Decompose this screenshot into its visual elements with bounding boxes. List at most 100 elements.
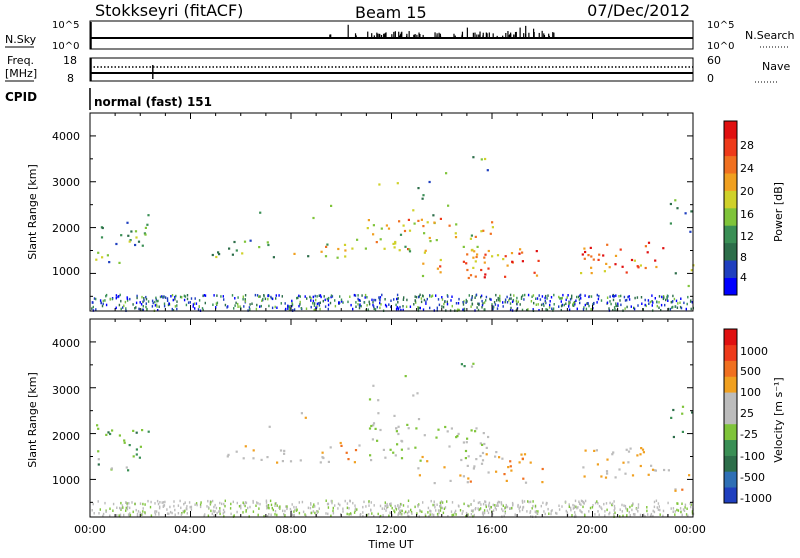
power-noise-738 — [328, 296, 330, 300]
power-cell-2 — [120, 234, 123, 237]
xtick-0400: 04:00 — [174, 523, 206, 536]
vel-cell-81 — [407, 427, 410, 430]
power-cell-99 — [454, 232, 457, 235]
vel-noise-503 — [139, 502, 142, 505]
vel-noise-544 — [674, 510, 676, 513]
power-noise-879 — [379, 306, 381, 310]
vel-noise-461 — [168, 512, 170, 516]
power-cbar-tick-20: 20 — [740, 185, 754, 198]
power-cell-77 — [394, 240, 397, 244]
power-noise-870 — [192, 303, 195, 306]
power-cell-166 — [480, 158, 483, 161]
vel-noise-679 — [628, 511, 630, 514]
power-noise-788 — [509, 302, 512, 305]
vel-noise-721 — [600, 506, 602, 509]
power-noise-560 — [291, 299, 293, 303]
power-noise-636 — [135, 306, 137, 309]
power-noise-416 — [215, 302, 218, 305]
vel-cell-17 — [97, 450, 100, 453]
power-cell-102 — [424, 249, 427, 252]
power-noise-396 — [423, 298, 426, 302]
power-noise-439 — [686, 302, 688, 306]
vel-noise-388 — [331, 501, 333, 505]
power-noise-558 — [192, 305, 194, 308]
vel-noise-742 — [159, 505, 161, 509]
power-noise-770 — [608, 307, 610, 310]
power-cell-157 — [535, 274, 539, 277]
power-noise-469 — [326, 297, 328, 301]
vel-noise-403 — [441, 501, 444, 504]
power-noise-615 — [216, 301, 219, 305]
vel-noise-395 — [424, 513, 427, 516]
vel-cell-67 — [374, 427, 377, 430]
power-noise-250 — [651, 304, 653, 307]
vel-noise-525 — [655, 499, 658, 502]
vel-cell-181 — [639, 464, 642, 468]
vel-cell-50 — [353, 461, 356, 464]
vel-noise-224 — [373, 514, 375, 518]
power-cell-31 — [217, 251, 220, 254]
vel-cell-34 — [242, 457, 245, 460]
power-cell-182 — [592, 258, 595, 261]
vel-cbar-swatch-9 — [724, 344, 737, 361]
vel-cell-28 — [266, 456, 269, 459]
power-noise-914 — [426, 297, 428, 301]
vel-noise-869 — [596, 500, 598, 503]
power-noise-855 — [319, 294, 322, 297]
vel-cell-19 — [96, 424, 99, 427]
vel-noise-776 — [349, 499, 351, 503]
power-noise-337 — [174, 295, 176, 299]
power-noise-730 — [441, 298, 444, 301]
power-noise-419 — [615, 304, 617, 307]
power-noise-909 — [215, 306, 217, 309]
vel-noise-604 — [613, 513, 615, 516]
power-noise-403 — [455, 302, 458, 305]
power-cbar-tick-8: 8 — [740, 251, 747, 264]
power-noise-707 — [690, 307, 692, 311]
power-noise-574 — [553, 303, 555, 306]
power-noise-727 — [623, 295, 626, 299]
power-noise-330 — [202, 309, 204, 312]
power-noise-555 — [417, 306, 419, 309]
vel-noise-633 — [286, 505, 288, 508]
vel-noise-797 — [646, 506, 648, 509]
vel-noise-331 — [624, 504, 627, 508]
power-noise-850 — [570, 296, 573, 300]
vel-noise-621 — [644, 515, 646, 518]
vel-cell-62 — [372, 424, 375, 427]
vel-noise-300 — [174, 508, 176, 512]
power-noise-735 — [170, 295, 172, 298]
power-noise-550 — [435, 294, 437, 297]
power-cell-188 — [655, 265, 658, 269]
vel-noise-391 — [265, 499, 268, 502]
vel-noise-708 — [184, 501, 186, 504]
power-noise-347 — [539, 298, 542, 301]
vel-cell-104 — [414, 446, 417, 449]
power-cell-128 — [439, 265, 442, 268]
vel-noise-355 — [463, 502, 465, 506]
vel-noise-496 — [301, 500, 304, 504]
vel-noise-703 — [400, 503, 403, 506]
vel-noise-737 — [405, 510, 407, 514]
vel-noise-662 — [572, 507, 575, 510]
vel-noise-912 — [384, 501, 386, 504]
vel-noise-339 — [142, 510, 144, 513]
power-cell-214 — [312, 216, 315, 220]
vel-noise-874 — [653, 510, 656, 514]
vel-noise-681 — [332, 509, 334, 513]
power-noise-744 — [658, 306, 660, 309]
power-noise-436 — [509, 308, 512, 312]
vel-noise-484 — [346, 506, 349, 510]
power-noise-748 — [477, 302, 479, 305]
power-noise-501 — [399, 305, 401, 309]
vel-cell-21 — [139, 445, 142, 448]
power-cell-133 — [421, 274, 425, 278]
vel-noise-849 — [224, 504, 226, 508]
power-noise-582 — [237, 305, 239, 308]
power-noise-781 — [310, 299, 312, 302]
vel-noise-274 — [318, 507, 320, 510]
vel-noise-226 — [337, 507, 339, 510]
power-noise-765 — [636, 296, 639, 299]
power-cell-174 — [639, 264, 642, 267]
power-cell-186 — [598, 253, 601, 256]
